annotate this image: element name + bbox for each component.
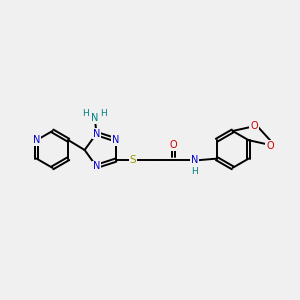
Text: N: N <box>91 113 99 123</box>
Text: O: O <box>170 140 178 150</box>
Text: N: N <box>33 135 40 145</box>
Text: H: H <box>191 167 198 176</box>
Text: O: O <box>266 140 274 151</box>
Text: N: N <box>93 129 100 139</box>
Text: N: N <box>112 135 119 145</box>
Text: S: S <box>130 155 136 165</box>
Text: N: N <box>93 161 100 171</box>
Text: O: O <box>250 121 258 130</box>
Text: H: H <box>100 109 107 118</box>
Text: N: N <box>191 155 198 165</box>
Text: H: H <box>82 109 89 118</box>
